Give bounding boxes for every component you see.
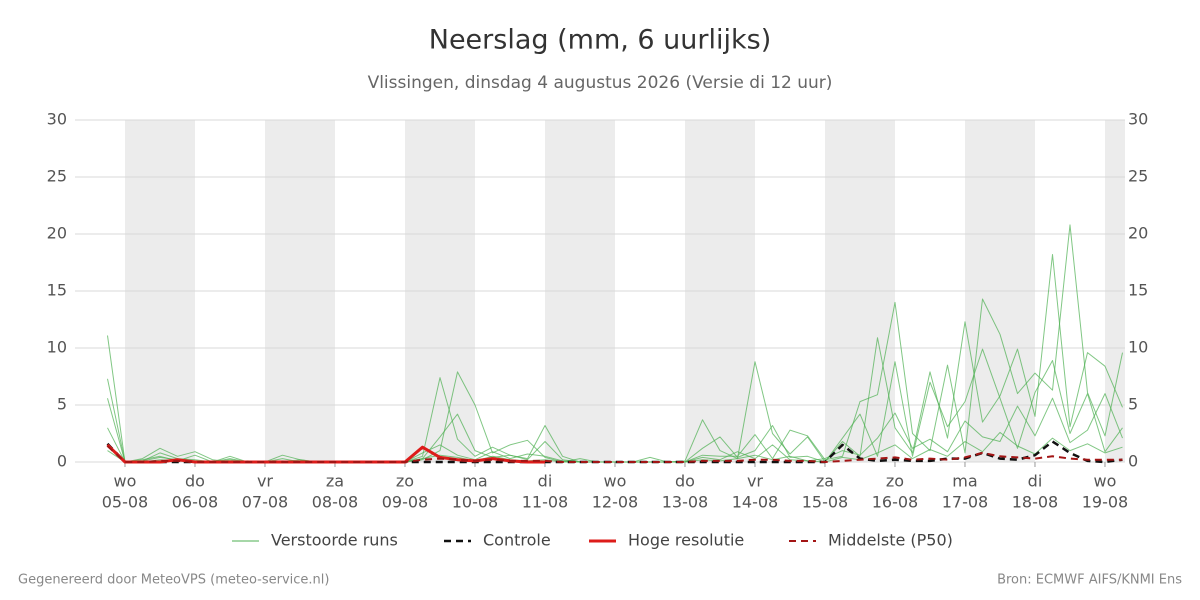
- chart-subtitle: Vlissingen, dinsdag 4 augustus 2026 (Ver…: [368, 73, 833, 93]
- x-tick-label: ma: [462, 472, 487, 491]
- y2-tick-label: 25: [1128, 167, 1148, 186]
- x-tick-label: 07-08: [242, 493, 289, 512]
- y2-tick-label: 10: [1128, 338, 1148, 357]
- x-tick-label: 19-08: [1082, 493, 1129, 512]
- series-line: [106, 445, 1123, 463]
- y-tick-label: 15: [47, 281, 67, 300]
- y-tick-label: 5: [57, 395, 67, 414]
- legend-label: Hoge resolutie: [628, 531, 744, 550]
- y2-tick-label: 15: [1128, 281, 1148, 300]
- x-tick-label: di: [538, 472, 553, 491]
- x-tick-label: ma: [952, 472, 977, 491]
- x-tick-label: vr: [747, 472, 763, 491]
- y-tick-label: 20: [47, 224, 67, 243]
- x-tick-label: 10-08: [452, 493, 499, 512]
- y-tick-label: 30: [47, 110, 67, 129]
- y-tick-label: 25: [47, 167, 67, 186]
- x-tick-label: 17-08: [942, 493, 989, 512]
- x-tick-label: wo: [114, 472, 137, 491]
- x-tick-label: wo: [604, 472, 627, 491]
- y2-tick-label: 30: [1128, 110, 1148, 129]
- footer-left: Gegenereerd door MeteoVPS (meteo-service…: [18, 573, 329, 588]
- legend-label: Middelste (P50): [828, 531, 953, 550]
- x-tick-label: za: [326, 472, 344, 491]
- legend-label: Verstoorde runs: [271, 531, 398, 550]
- x-tick-label: 14-08: [732, 493, 779, 512]
- y-tick-label: 0: [57, 452, 67, 471]
- x-tick-label: 13-08: [662, 493, 709, 512]
- chart-title: Neerslag (mm, 6 uurlijks): [429, 25, 771, 56]
- x-tick-label: 05-08: [102, 493, 149, 512]
- x-tick-label: 18-08: [1012, 493, 1059, 512]
- lines: [106, 224, 1123, 464]
- y2-tick-label: 20: [1128, 224, 1148, 243]
- x-tick-label: zo: [396, 472, 414, 491]
- x-tick-label: 06-08: [172, 493, 219, 512]
- footer-right: Bron: ECMWF AIFS/KNMI Ens: [997, 573, 1182, 588]
- x-tick-label: 09-08: [382, 493, 429, 512]
- series-line: [106, 443, 545, 464]
- x-tick-label: wo: [1094, 472, 1117, 491]
- y-tick-label: 10: [47, 338, 67, 357]
- x-tick-label: do: [185, 472, 205, 491]
- y2-tick-label: 5: [1128, 395, 1138, 414]
- x-tick-label: 08-08: [312, 493, 359, 512]
- x-tick-label: do: [675, 472, 695, 491]
- x-tick-label: 12-08: [592, 493, 639, 512]
- x-tick-label: 16-08: [872, 493, 919, 512]
- x-tick-label: vr: [257, 472, 273, 491]
- labels: 0 0 5 5 10 10 15 15 20 20 25 25 30 30 wo 05-08 do 06-08 vr…: [47, 110, 1149, 550]
- legend-label: Controle: [483, 531, 551, 550]
- x-tick-label: zo: [886, 472, 904, 491]
- x-tick-label: 11-08: [522, 493, 569, 512]
- x-tick-label: 15-08: [802, 493, 849, 512]
- y2-tick-label: 0: [1128, 452, 1138, 471]
- x-tick-label: za: [816, 472, 834, 491]
- x-tick-label: di: [1028, 472, 1043, 491]
